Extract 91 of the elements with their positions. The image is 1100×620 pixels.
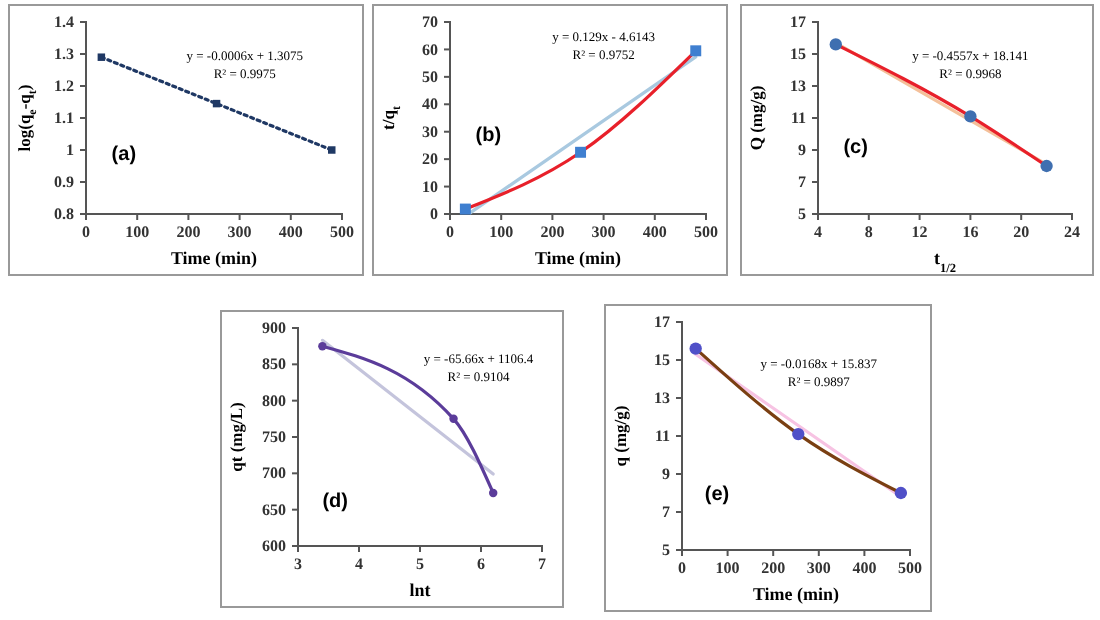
x-tick-label: 100 bbox=[715, 559, 740, 578]
x-tick-label: 300 bbox=[591, 223, 616, 242]
y-tick-label: 900 bbox=[262, 319, 286, 338]
y-tick-label: 1.3 bbox=[54, 45, 74, 64]
y-tick-label: 13 bbox=[654, 389, 670, 408]
y-tick-label: 650 bbox=[262, 500, 286, 519]
x-tick-label: 4 bbox=[814, 223, 822, 242]
x-tick-label: 400 bbox=[278, 223, 303, 242]
y-tick-label: 10 bbox=[422, 177, 438, 196]
y-tick-label: 5 bbox=[662, 541, 670, 560]
y-tick-label: 11 bbox=[654, 427, 670, 446]
y-tick-label: 7 bbox=[798, 173, 806, 192]
x-tick-label: 300 bbox=[227, 223, 252, 242]
y-tick-label: 0.9 bbox=[54, 173, 74, 192]
y-tick-label: 17 bbox=[790, 13, 806, 32]
x-tick-label: 12 bbox=[911, 223, 928, 242]
point bbox=[690, 45, 702, 57]
x-tick-label: 100 bbox=[489, 223, 514, 242]
y-tick-label: 1.2 bbox=[54, 77, 74, 96]
y-tick-label: 13 bbox=[790, 77, 806, 96]
annotation: (e) bbox=[704, 483, 730, 506]
y-tick-label: 750 bbox=[262, 428, 286, 447]
y-tick-label: 0 bbox=[430, 205, 438, 224]
x-tick-label: 100 bbox=[125, 223, 150, 242]
x-axis-title: Time (min) bbox=[752, 584, 840, 604]
y-tick-label: 1.4 bbox=[54, 13, 74, 32]
annotation: (c) bbox=[843, 136, 868, 159]
y-tick-label: 600 bbox=[262, 537, 286, 556]
x-tick-label: 3 bbox=[294, 555, 302, 574]
x-tick-label: 0 bbox=[446, 223, 454, 242]
x-axis-title: Time (min) bbox=[170, 248, 258, 268]
y-tick-label: 70 bbox=[422, 13, 438, 32]
point bbox=[449, 414, 458, 424]
point bbox=[689, 342, 702, 355]
y-axis-title: q (mg/g) bbox=[610, 405, 630, 467]
point bbox=[829, 38, 842, 51]
y-tick-label: 1.1 bbox=[54, 109, 74, 128]
x-tick-label: 200 bbox=[761, 559, 786, 578]
point bbox=[488, 488, 498, 498]
y-tick-label: 9 bbox=[798, 141, 806, 160]
x-tick-label: 200 bbox=[176, 223, 201, 242]
x-tick-label: 16 bbox=[962, 223, 979, 242]
y-axis-title: Q (mg/g) bbox=[746, 85, 766, 151]
x-tick-label: 6 bbox=[477, 555, 485, 574]
x-tick-label: 400 bbox=[852, 559, 877, 578]
x-axis-title: Time (min) bbox=[534, 248, 622, 268]
point bbox=[318, 341, 327, 351]
point bbox=[459, 203, 471, 215]
point bbox=[792, 427, 805, 441]
x-tick-label: 24 bbox=[1064, 223, 1080, 242]
y-tick-label: 800 bbox=[262, 391, 286, 410]
x-tick-label: 500 bbox=[898, 559, 922, 578]
point bbox=[97, 53, 106, 61]
y-tick-label: 1 bbox=[66, 141, 74, 160]
x-tick-label: 20 bbox=[1013, 223, 1030, 242]
point bbox=[894, 486, 908, 500]
x-tick-label: 500 bbox=[694, 223, 718, 242]
annotation: (d) bbox=[322, 490, 348, 513]
y-tick-label: 7 bbox=[662, 503, 670, 522]
x-tick-label: 7 bbox=[538, 555, 546, 574]
x-tick-label: 0 bbox=[678, 559, 686, 578]
x-tick-label: 400 bbox=[642, 223, 667, 242]
y-tick-label: 20 bbox=[422, 150, 438, 169]
y-tick-label: 15 bbox=[790, 45, 806, 64]
point bbox=[575, 146, 587, 158]
y-tick-label: 15 bbox=[654, 351, 670, 370]
y-tick-label: 40 bbox=[422, 95, 438, 114]
y-tick-label: 850 bbox=[262, 355, 286, 374]
y-tick-label: 11 bbox=[790, 109, 806, 128]
x-tick-label: 0 bbox=[82, 223, 90, 242]
annotation: (a) bbox=[111, 144, 137, 167]
annotation: (b) bbox=[475, 125, 502, 148]
x-axis-title: lnt bbox=[409, 580, 431, 600]
point bbox=[1040, 159, 1053, 173]
point bbox=[964, 110, 977, 123]
y-tick-label: 60 bbox=[422, 40, 438, 59]
x-tick-label: 200 bbox=[540, 223, 565, 242]
x-tick-label: 8 bbox=[864, 223, 873, 242]
y-tick-label: 5 bbox=[798, 205, 806, 224]
x-tick-label: 300 bbox=[806, 559, 831, 578]
y-tick-label: 0.8 bbox=[54, 205, 74, 224]
x-tick-label: 4 bbox=[355, 555, 363, 574]
y-axis-title: qt (mg/L) bbox=[226, 401, 246, 472]
y-tick-label: 17 bbox=[654, 313, 670, 332]
y-tick-label: 700 bbox=[262, 464, 286, 483]
y-tick-label: 50 bbox=[422, 67, 438, 86]
y-tick-label: 30 bbox=[422, 122, 438, 141]
point bbox=[328, 146, 336, 154]
x-tick-label: 500 bbox=[330, 223, 354, 242]
y-tick-label: 9 bbox=[662, 465, 670, 484]
x-axis-title: t$_{1/2}$ bbox=[933, 248, 957, 275]
